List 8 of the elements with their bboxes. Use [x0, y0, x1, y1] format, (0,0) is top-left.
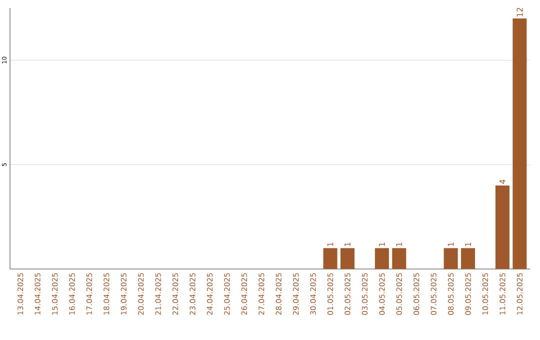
bar	[461, 248, 476, 269]
bar	[323, 248, 338, 269]
bar	[495, 185, 510, 269]
bar	[340, 248, 354, 269]
bar	[374, 248, 389, 269]
bar	[444, 248, 458, 269]
bar	[512, 18, 527, 269]
bar	[392, 248, 406, 269]
